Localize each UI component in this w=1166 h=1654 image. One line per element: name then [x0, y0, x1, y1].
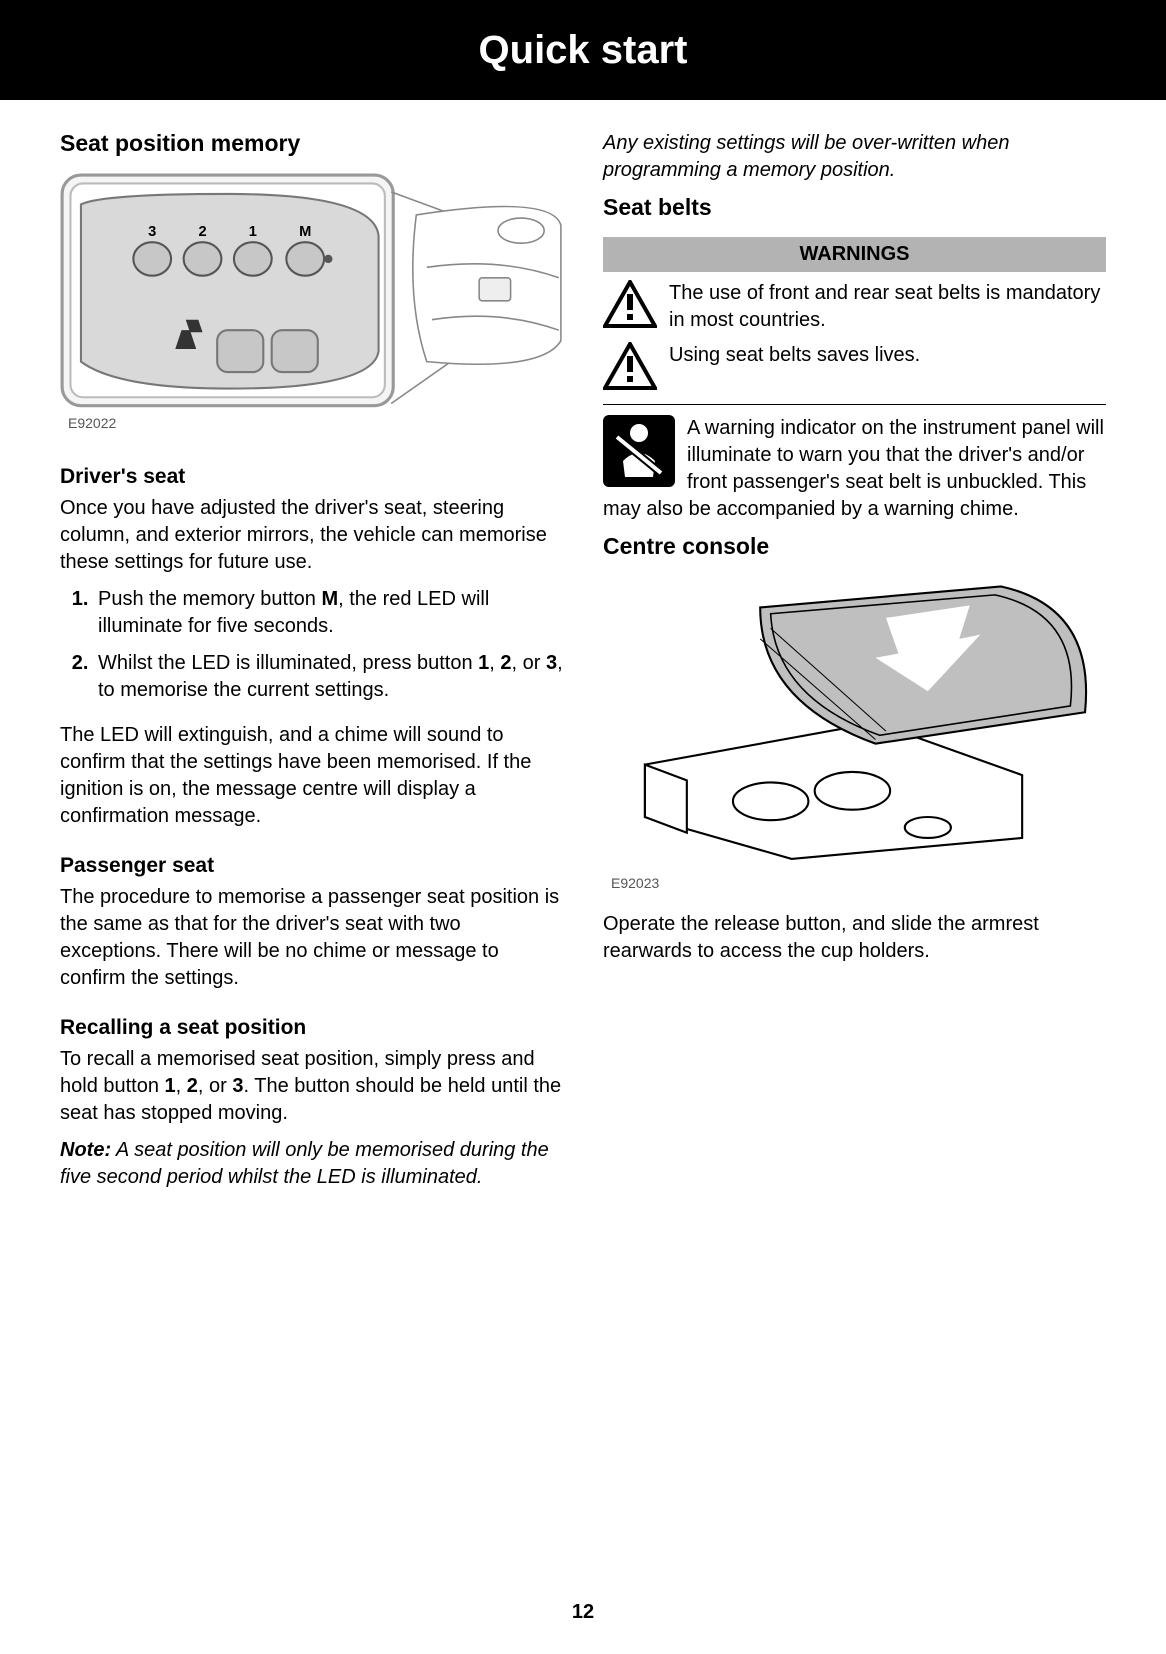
warning-row-2: Using seat belts saves lives. — [603, 342, 1106, 390]
right-column: Any existing settings will be over-writt… — [603, 130, 1106, 1201]
paragraph-console: Operate the release button, and slide th… — [603, 911, 1106, 965]
paragraph-passenger: The procedure to memorise a passenger se… — [60, 884, 563, 992]
note-paragraph: Note: A seat position will only be memor… — [60, 1137, 563, 1191]
figure-caption-1: E92022 — [68, 415, 563, 431]
svg-text:1: 1 — [249, 224, 257, 240]
content-area: Seat position memory 3 2 1 M — [0, 100, 1166, 1201]
page-number: 12 — [0, 1601, 1166, 1624]
paragraph-overwrite: Any existing settings will be over-writt… — [603, 130, 1106, 184]
svg-text:M: M — [299, 224, 311, 240]
warning-text-2: Using seat belts saves lives. — [669, 342, 1106, 369]
heading-seat-belts: Seat belts — [603, 194, 1106, 221]
step-1: Push the memory button M, the red LED wi… — [94, 586, 563, 640]
seat-memory-illustration: 3 2 1 M — [60, 173, 563, 409]
seatbelt-text: A warning indicator on the instrument pa… — [603, 417, 1104, 520]
figure-centre-console: E92023 — [603, 576, 1106, 905]
svg-text:2: 2 — [198, 224, 206, 240]
warning-triangle-icon — [603, 280, 657, 328]
heading-seat-memory: Seat position memory — [60, 130, 563, 157]
heading-driver-seat: Driver's seat — [60, 465, 563, 489]
heading-recall: Recalling a seat position — [60, 1016, 563, 1040]
seatbelt-indicator-block: A warning indicator on the instrument pa… — [603, 415, 1106, 523]
step-2: Whilst the LED is illuminated, press but… — [94, 650, 563, 704]
figure-caption-2: E92023 — [611, 875, 1106, 891]
warning-triangle-icon — [603, 342, 657, 390]
centre-console-illustration — [603, 576, 1106, 869]
heading-centre-console: Centre console — [603, 533, 1106, 560]
paragraph-recall: To recall a memorised seat position, sim… — [60, 1046, 563, 1127]
header-title: Quick start — [479, 28, 688, 73]
warning-text-1: The use of front and rear seat belts is … — [669, 280, 1106, 334]
warning-row-1: The use of front and rear seat belts is … — [603, 280, 1106, 334]
heading-passenger: Passenger seat — [60, 854, 563, 878]
steps-list: Push the memory button M, the red LED wi… — [60, 586, 563, 714]
figure-seat-memory: 3 2 1 M — [60, 173, 563, 445]
paragraph-driver: Once you have adjusted the driver's seat… — [60, 495, 563, 576]
paragraph-led: The LED will extinguish, and a chime wil… — [60, 722, 563, 830]
warnings-header: WARNINGS — [603, 237, 1106, 272]
seatbelt-icon — [603, 415, 675, 487]
left-column: Seat position memory 3 2 1 M — [60, 130, 563, 1201]
warnings-divider — [603, 404, 1106, 405]
page-header: Quick start — [0, 0, 1166, 100]
svg-text:3: 3 — [148, 224, 156, 240]
